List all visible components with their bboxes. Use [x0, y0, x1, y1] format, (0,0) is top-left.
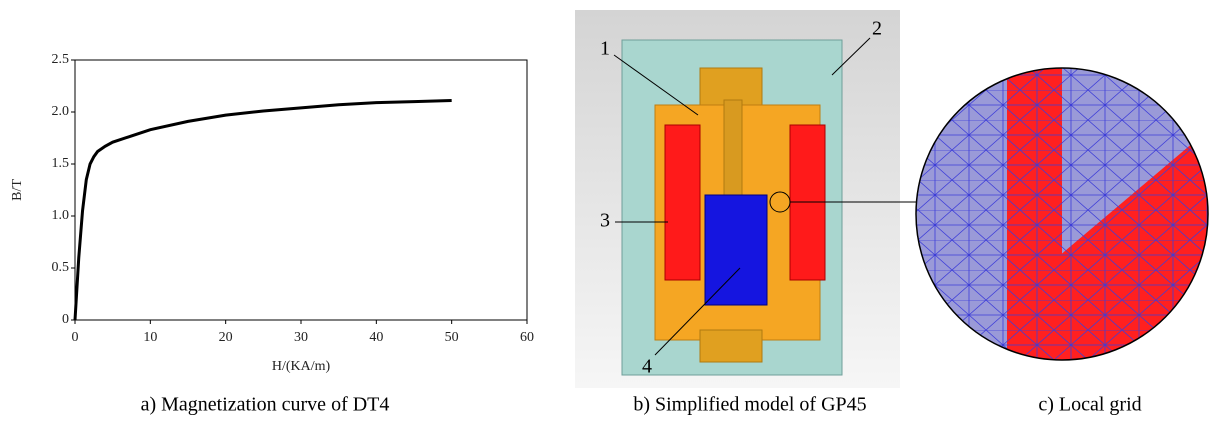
stem: [724, 100, 742, 195]
callout: 4: [642, 356, 652, 378]
x-tick-label: 20: [219, 330, 233, 345]
y-tick-label: 2.5: [52, 52, 70, 67]
y-tick-label: 1.5: [52, 156, 70, 171]
caption: c) Local grid: [1038, 394, 1141, 416]
x-tick-label: 10: [143, 330, 157, 345]
figure: B/T H/(KA/m) a) Magnetization curve of D…: [0, 0, 1210, 424]
x-tick-label: 50: [445, 330, 459, 345]
x-tick-label: 30: [294, 330, 308, 345]
bottom-cap: [700, 330, 762, 362]
x-axis-label: H/(KA/m): [272, 359, 331, 374]
y-tick-label: 0: [62, 312, 69, 327]
model-panel: 1 2 3 4 b) Simplified model of GP45: [575, 10, 918, 416]
core: [705, 195, 767, 305]
coil: [665, 125, 700, 280]
x-tick-label: 40: [369, 330, 383, 345]
y-axis-label: B/T: [10, 179, 25, 201]
y-tick-label: 1.0: [52, 208, 70, 223]
mesh-lines: [910, 60, 1210, 370]
callout: 2: [872, 18, 882, 40]
plot-frame: [75, 60, 527, 320]
callout: 1: [600, 38, 610, 60]
caption: b) Simplified model of GP45: [633, 394, 866, 416]
y-tick-label: 2.0: [52, 104, 70, 119]
caption: a) Magnetization curve of DT4: [141, 394, 390, 416]
x-tick-label: 0: [72, 330, 79, 345]
callout: 3: [600, 210, 610, 232]
chart-panel: B/T H/(KA/m) a) Magnetization curve of D…: [10, 52, 534, 415]
curve: [75, 101, 452, 320]
grid-panel: c) Local grid: [910, 60, 1210, 416]
x-tick-label: 60: [520, 330, 534, 345]
y-tick-label: 0.5: [52, 260, 70, 275]
